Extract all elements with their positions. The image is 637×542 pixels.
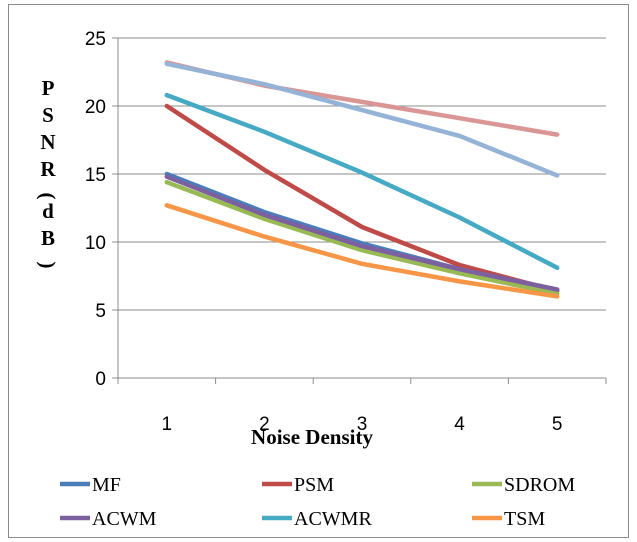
x-tick-label: 3 — [357, 414, 368, 435]
x-tick-label: 4 — [454, 414, 465, 435]
y-axis-title-char: d — [42, 199, 54, 223]
y-axis-title-char: N — [40, 130, 55, 154]
y-axis-title-char: P — [42, 76, 55, 100]
y-axis-title-char: ) — [36, 262, 60, 269]
legend-label: SDROM — [504, 474, 575, 496]
series-line-acwm — [164, 174, 560, 292]
series-line-acwmr — [164, 92, 560, 271]
y-tick-label: 25 — [85, 29, 106, 50]
axes: 0 5 10 15 20 25 1 2 3 4 5 — [85, 29, 607, 435]
y-tick-label: 20 — [85, 97, 106, 118]
y-tick-label: 0 — [95, 369, 106, 390]
series-line-unnamed-7 — [164, 61, 560, 178]
series-lines — [164, 60, 560, 299]
y-axis-title-char: R — [40, 157, 56, 181]
legend-label: PSM — [294, 474, 334, 496]
y-axis-title-char: ( — [36, 193, 60, 200]
x-axis-title: Noise Density — [251, 425, 373, 449]
legend-label: TSM — [504, 508, 545, 530]
series-line-tsm — [164, 203, 560, 299]
series-line-mf — [164, 171, 560, 292]
legend-label: ACWM — [92, 508, 157, 530]
legend: MF PSM SDROM ACWM ACWMR TSM — [60, 474, 575, 530]
y-axis-title-char: B — [41, 226, 55, 250]
series-line-sdrom — [164, 179, 560, 296]
y-tick-label: 5 — [95, 301, 106, 322]
y-tick-label: 10 — [85, 233, 106, 254]
x-tick-label: 1 — [162, 414, 173, 435]
series-line-unnamed-6 — [164, 60, 560, 137]
legend-label: ACWMR — [294, 508, 372, 530]
y-tick-label: 15 — [85, 165, 106, 186]
x-tick-label: 2 — [259, 414, 270, 435]
legend-label: MF — [92, 474, 121, 496]
x-tick-label: 5 — [552, 414, 563, 435]
y-axis-title-char: S — [42, 103, 54, 127]
